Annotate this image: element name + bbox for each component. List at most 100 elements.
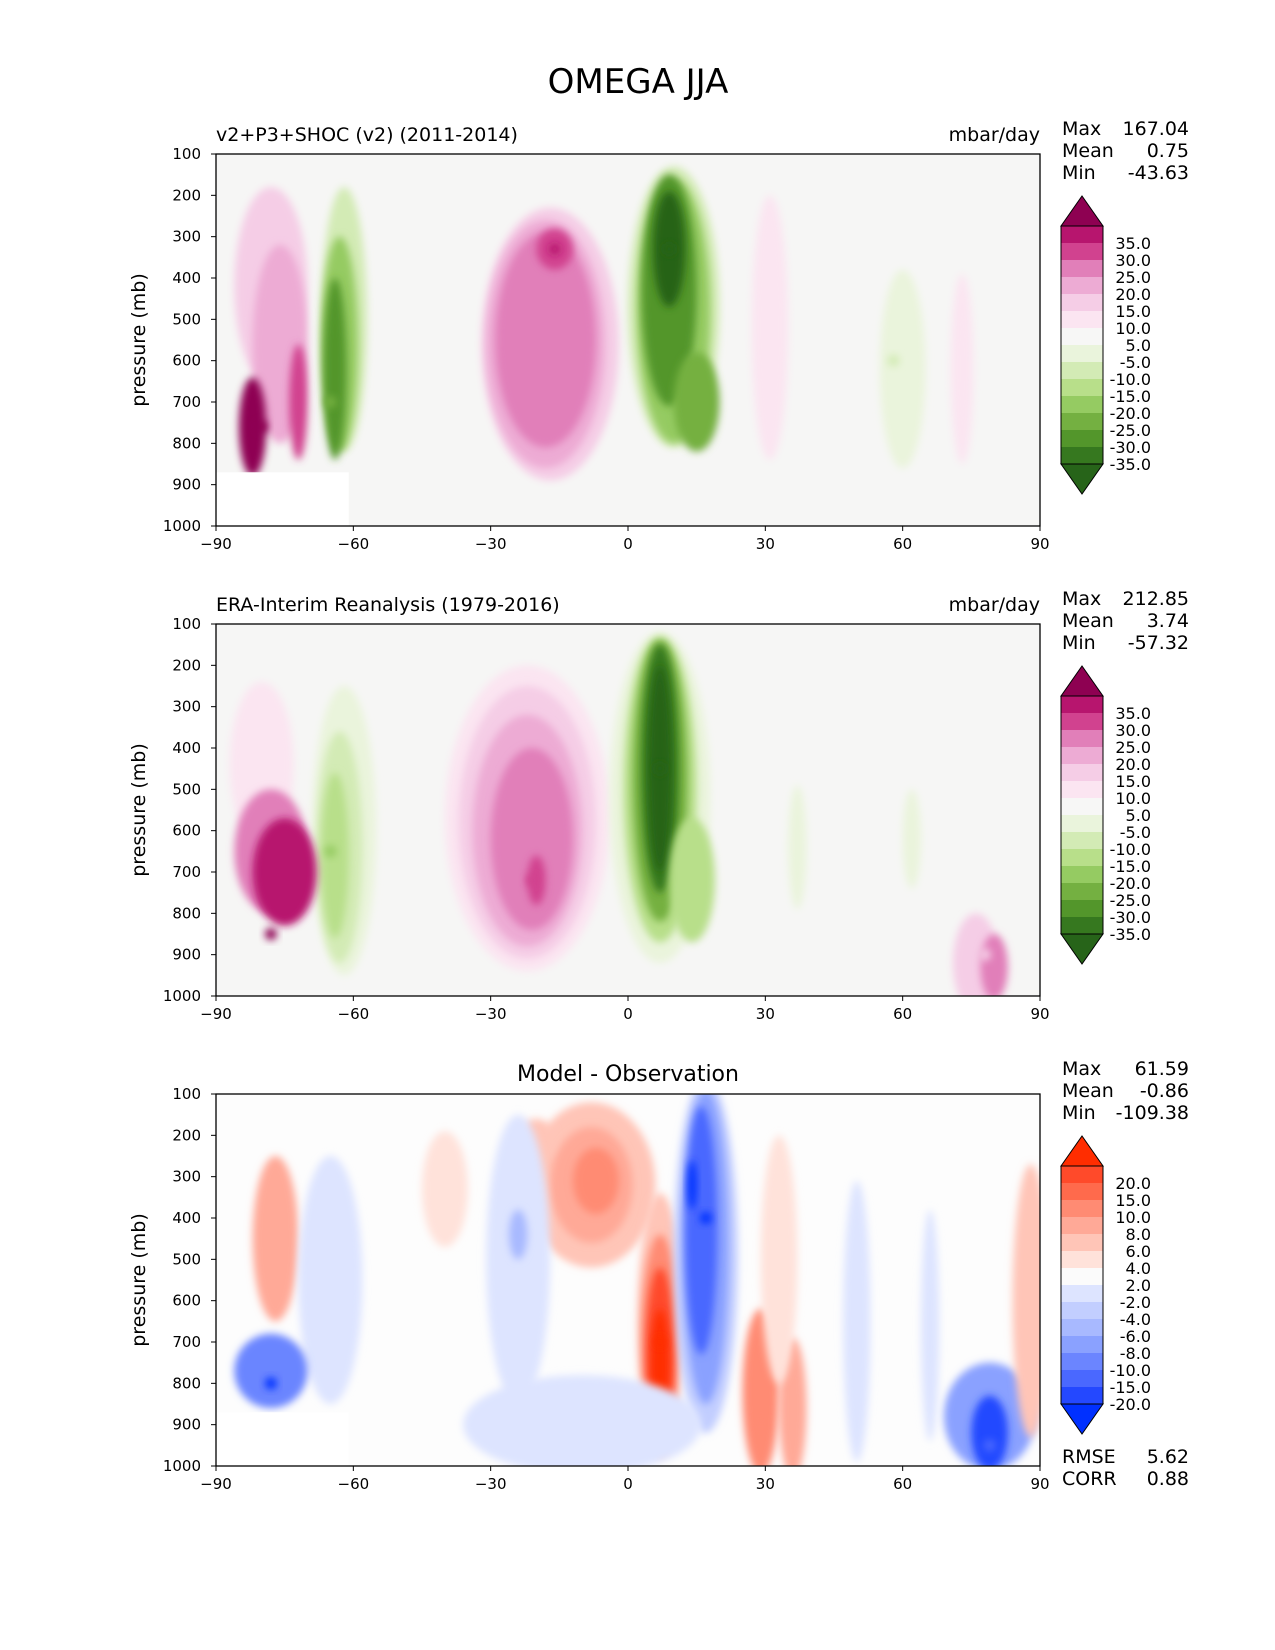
colorbar-label: -15.0 xyxy=(1110,1378,1151,1397)
field-extreme xyxy=(663,243,676,256)
panel-diff-ylabel: pressure (mb) xyxy=(128,1213,150,1347)
panel-model: v2+P3+SHOC (v2) (2011-2014) mbar/day Max… xyxy=(128,118,1189,553)
colorbar-label: -10.0 xyxy=(1110,840,1151,859)
x-tick-label: 0 xyxy=(623,535,633,553)
panel-obs-colorbar: 35.030.025.020.015.010.05.0-5.0-10.0-15.… xyxy=(1060,665,1151,965)
x-tick-label: 90 xyxy=(1030,1475,1049,1493)
panel-diff: Model - Observation Max 61.59 Mean -0.86… xyxy=(128,1058,1189,1493)
colorbar-label: 4.0 xyxy=(1126,1259,1151,1278)
y-tick-label: 600 xyxy=(172,352,201,370)
y-tick-label: 300 xyxy=(172,698,201,716)
colorbar-frame xyxy=(1060,1165,1104,1405)
colorbar-label: -30.0 xyxy=(1110,908,1151,927)
y-tick-label: 200 xyxy=(172,186,201,204)
colorbar-segment xyxy=(1061,1353,1103,1371)
contour-region xyxy=(490,748,574,930)
colorbar-segment xyxy=(1061,849,1103,867)
y-tick-label: 100 xyxy=(172,615,201,633)
y-tick-label: 1000 xyxy=(163,987,201,1005)
stat-min-label: Min xyxy=(1062,162,1096,184)
colorbar-segment xyxy=(1061,883,1103,901)
figure-title: OMEGA JJA xyxy=(548,62,729,102)
x-tick-label: 30 xyxy=(756,1005,775,1023)
stat-mean-value: -0.86 xyxy=(1140,1080,1189,1102)
contour-region xyxy=(238,377,267,477)
field-extreme xyxy=(654,762,667,775)
panel-model-stats: Max 167.04 Mean 0.75 Min -43.63 xyxy=(1062,118,1189,184)
colorbar-label: 30.0 xyxy=(1115,251,1151,270)
colorbar-label: -25.0 xyxy=(1110,891,1151,910)
contour-region xyxy=(323,278,347,460)
contour-region xyxy=(687,1160,697,1210)
colorbar-segment xyxy=(1061,1217,1103,1235)
terrain-mask xyxy=(216,472,349,526)
stat-max-label: Max xyxy=(1062,118,1101,140)
stat-mean-label: Mean xyxy=(1062,1080,1114,1102)
contour-field xyxy=(216,1094,1040,1466)
y-tick-label: 100 xyxy=(172,1085,201,1103)
colorbar-frame xyxy=(1060,225,1104,465)
field-extreme xyxy=(548,243,561,256)
colorbar-segment xyxy=(1061,1285,1103,1303)
contour-region xyxy=(751,195,789,460)
y-tick-label: 500 xyxy=(172,310,201,328)
colorbar-label: -15.0 xyxy=(1110,857,1151,876)
field-extreme xyxy=(983,1439,996,1452)
contour-region xyxy=(788,785,807,910)
contour-region xyxy=(673,352,720,452)
field-extreme xyxy=(979,948,992,961)
colorbar-segment xyxy=(1061,311,1103,329)
contour-region xyxy=(422,1131,468,1247)
contour-region xyxy=(252,818,317,926)
colorbar-label: 20.0 xyxy=(1115,755,1151,774)
colorbar-label: 25.0 xyxy=(1115,268,1151,287)
panel-model-title: v2+P3+SHOC (v2) (2011-2014) xyxy=(216,124,518,146)
y-tick-label: 800 xyxy=(172,1374,201,1392)
y-tick-label: 700 xyxy=(172,1333,201,1351)
field-extreme xyxy=(525,874,538,887)
colorbar-segment xyxy=(1061,1183,1103,1201)
y-tick-label: 200 xyxy=(172,1126,201,1144)
stat-max-value: 167.04 xyxy=(1123,118,1189,140)
panel-model-colorbar: 35.030.025.020.015.010.05.0-5.0-10.0-15.… xyxy=(1060,195,1151,495)
y-tick-label: 700 xyxy=(172,393,201,411)
colorbar-segment xyxy=(1061,1251,1103,1269)
contour-region xyxy=(760,1135,798,1384)
colorbar-segment xyxy=(1061,413,1103,431)
y-tick-label: 800 xyxy=(172,904,201,922)
colorbar-segment xyxy=(1061,1234,1103,1252)
contour-region xyxy=(980,934,1008,996)
colorbar-segment xyxy=(1061,917,1103,935)
stat-mean-label: Mean xyxy=(1062,610,1114,632)
x-tick-label: −90 xyxy=(200,1475,232,1493)
colorbar-label: -4.0 xyxy=(1120,1310,1151,1329)
colorbar-segment xyxy=(1061,747,1103,765)
colorbar-bottom-extension xyxy=(1060,463,1104,495)
colorbar-bottom-extension xyxy=(1060,933,1104,965)
y-tick-label: 300 xyxy=(172,228,201,246)
contour-region xyxy=(950,273,974,464)
y-tick-label: 500 xyxy=(172,780,201,798)
contour-region xyxy=(920,1209,940,1442)
contour-region xyxy=(971,1395,1008,1466)
x-tick-label: −60 xyxy=(338,1475,370,1493)
colorbar-label: -10.0 xyxy=(1110,1361,1151,1380)
panel-diff-stats: Max 61.59 Mean -0.86 Min -109.38 xyxy=(1062,1058,1189,1124)
colorbar-segment xyxy=(1061,1370,1103,1388)
panel-obs-stats: Max 212.85 Mean 3.74 Min -57.32 xyxy=(1062,588,1189,654)
colorbar-label: 20.0 xyxy=(1115,1174,1151,1193)
x-tick-label: −60 xyxy=(338,535,370,553)
contour-region xyxy=(1012,1164,1040,1438)
stat-rmse-value: 5.62 xyxy=(1147,1446,1189,1468)
panel-diff-title: Model - Observation xyxy=(517,1062,739,1087)
colorbar-label: 5.0 xyxy=(1126,806,1151,825)
x-tick-label: 60 xyxy=(893,1475,912,1493)
panel-model-plot: −90 −60 −30 0 30 60 90 100 200 300 400 500 600 700 800… xyxy=(163,145,1050,553)
colorbar-label: 10.0 xyxy=(1115,1208,1151,1227)
x-tick-label: 30 xyxy=(756,1475,775,1493)
colorbar-label: 2.0 xyxy=(1126,1276,1151,1295)
y-tick-label: 600 xyxy=(172,822,201,840)
field-extreme xyxy=(754,1418,767,1431)
colorbar-label: 8.0 xyxy=(1126,1225,1151,1244)
